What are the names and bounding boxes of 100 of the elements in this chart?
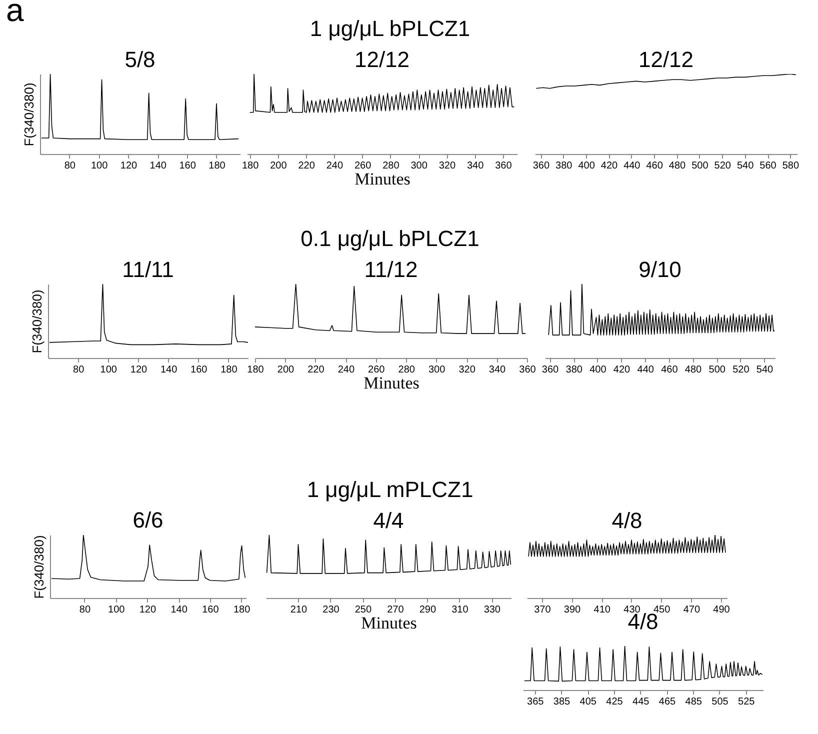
chart-title: 12/12 — [354, 47, 410, 72]
x-tick-label: 180 — [233, 604, 251, 616]
x-tick-label: 100 — [108, 604, 126, 616]
y-axis-title: F(340/380) — [32, 535, 46, 599]
x-tick-label: 500 — [692, 160, 709, 172]
x-tick-label: 140 — [150, 160, 167, 172]
x-tick-label: 340 — [466, 160, 484, 172]
chart-title: 9/10 — [638, 257, 682, 282]
x-tick-label: 160 — [190, 364, 208, 376]
x-tick-label: 460 — [661, 364, 678, 376]
x-tick-label: 440 — [624, 160, 641, 172]
x-tick-label: 540 — [756, 364, 774, 376]
x-tick-label: 440 — [637, 364, 654, 376]
text: 1 μg/μL mPLCZ1 — [306, 477, 474, 503]
text: 1 μg/μL bPLCZ1 — [310, 16, 470, 41]
x-tick-label: 140 — [160, 364, 178, 376]
x-tick-label: 480 — [684, 364, 702, 376]
x-tick-label: 365 — [527, 696, 544, 708]
x-tick-label: 250 — [354, 604, 372, 616]
x-tick-label: 330 — [484, 604, 501, 616]
x-tick-label: 490 — [713, 604, 730, 616]
x-tick-label: 280 — [382, 160, 400, 172]
x-tick-label: 180 — [242, 160, 260, 172]
x-tick-label: 360 — [532, 160, 550, 172]
x-tick-label: 310 — [452, 604, 469, 616]
x-tick-label: 340 — [488, 364, 506, 376]
x-tick-label: 270 — [387, 604, 404, 616]
x-tick-label: 320 — [438, 160, 456, 172]
x-tick-label: 520 — [714, 160, 732, 172]
chart-title: 6/6 — [132, 508, 164, 533]
x-tick-label: 180 — [220, 364, 238, 376]
x-tick-label: 525 — [738, 696, 756, 708]
x-tick-label: 400 — [578, 160, 596, 172]
x-tick-label: 240 — [326, 160, 344, 172]
x-tick-label: 160 — [179, 160, 196, 172]
x-tick-label: 520 — [732, 364, 750, 376]
x-tick-label: 100 — [90, 160, 108, 172]
x-tick-label: 380 — [566, 364, 583, 376]
x-tick-label: 260 — [354, 160, 372, 172]
x-tick-label: 405 — [580, 696, 597, 708]
x-tick-label: 240 — [338, 364, 355, 376]
x-tick-label: 360 — [495, 160, 512, 172]
x-tick-label: 380 — [556, 160, 573, 172]
x-tick-label: 425 — [606, 696, 624, 708]
x-tick-label: 360 — [519, 364, 536, 376]
text: a — [6, 0, 24, 28]
chart-title: 5/8 — [124, 47, 156, 72]
x-tick-label: 230 — [322, 604, 340, 616]
x-tick-label: 300 — [428, 364, 446, 376]
x-tick-label: 370 — [534, 604, 552, 616]
x-tick-label: 360 — [542, 364, 560, 376]
text: 0.1 μg/μL bPLCZ1 — [300, 226, 480, 252]
x-tick-label: 505 — [712, 696, 729, 708]
x-tick-label: 180 — [247, 364, 264, 376]
x-tick-label: 100 — [100, 364, 118, 376]
x-tick-label: 390 — [564, 604, 582, 616]
x-tick-label: 260 — [368, 364, 386, 376]
x-tick-label: 160 — [202, 604, 220, 616]
x-axis-title: Minutes — [364, 374, 420, 392]
x-tick-label: 120 — [130, 364, 148, 376]
chart-title: 4/4 — [373, 508, 404, 533]
x-tick-label: 80 — [79, 604, 91, 616]
x-tick-label: 560 — [760, 160, 777, 172]
y-axis-title: F(340/380) — [22, 82, 36, 146]
x-tick-label: 485 — [685, 696, 702, 708]
x-tick-label: 290 — [419, 604, 436, 616]
x-tick-label: 465 — [658, 696, 676, 708]
x-tick-label: 480 — [668, 160, 686, 172]
chart-title: 4/8 — [612, 508, 642, 533]
x-tick-label: 120 — [139, 604, 156, 616]
chart-title: 11/12 — [364, 257, 418, 282]
x-axis-title: Minutes — [361, 614, 417, 632]
x-tick-label: 210 — [290, 604, 308, 616]
x-tick-label: 300 — [410, 160, 428, 172]
y-axis-title: F(340/380) — [30, 290, 44, 354]
x-axis-title: Minutes — [354, 170, 410, 188]
x-tick-label: 580 — [782, 160, 800, 172]
x-tick-label: 280 — [398, 364, 416, 376]
x-tick-label: 220 — [298, 160, 316, 172]
x-tick-label: 470 — [683, 604, 700, 616]
x-tick-label: 385 — [553, 696, 571, 708]
x-tick-label: 180 — [208, 160, 226, 172]
x-tick-label: 200 — [277, 364, 294, 376]
x-tick-label: 420 — [600, 160, 618, 172]
chart-title: 12/12 — [638, 47, 694, 72]
x-tick-label: 140 — [170, 604, 188, 616]
x-tick-label: 420 — [613, 364, 631, 376]
x-tick-label: 540 — [736, 160, 754, 172]
chart-title: 11/11 — [122, 257, 174, 282]
x-tick-label: 80 — [64, 160, 76, 172]
x-tick-label: 120 — [120, 160, 138, 172]
x-tick-label: 320 — [458, 364, 476, 376]
x-tick-label: 410 — [594, 604, 611, 616]
x-tick-label: 400 — [590, 364, 607, 376]
x-tick-label: 200 — [270, 160, 288, 172]
x-tick-label: 500 — [708, 364, 726, 376]
x-tick-label: 220 — [308, 364, 325, 376]
x-tick-label: 460 — [646, 160, 664, 172]
x-tick-label: 80 — [73, 364, 85, 376]
x-tick-label: 445 — [632, 696, 650, 708]
